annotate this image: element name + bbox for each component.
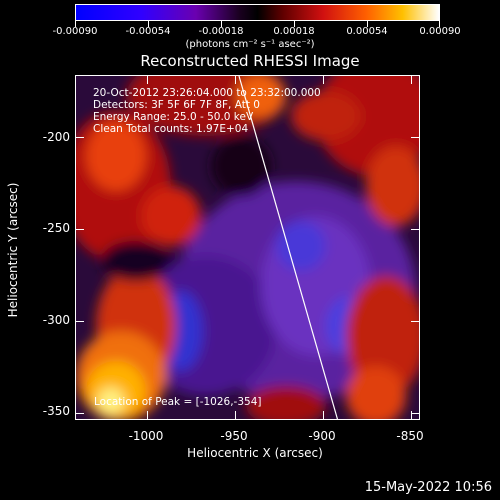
info-time: 20-Oct-2012 23:26:04.000 to 23:32:00.000 bbox=[93, 87, 321, 99]
colorbar-tick-label: -0.00090 bbox=[52, 26, 98, 37]
info-energy: Energy Range: 25.0 - 50.0 keV bbox=[93, 111, 254, 123]
y-axis-title: Heliocentric Y (arcsec) bbox=[6, 182, 20, 318]
colorbar bbox=[75, 4, 440, 21]
colorbar-ticks bbox=[75, 4, 440, 27]
colorbar-tick-label: -0.00054 bbox=[125, 26, 171, 37]
x-tick-label: -1000 bbox=[128, 429, 164, 443]
x-tick-label: -900 bbox=[308, 429, 336, 443]
x-tick-label: -950 bbox=[220, 429, 248, 443]
colorbar-tick-label: 0.00090 bbox=[419, 26, 461, 37]
x-axis-title: Heliocentric X (arcsec) bbox=[187, 446, 323, 460]
plot-title: Reconstructed RHESSI Image bbox=[140, 52, 360, 70]
info-clean: Clean Total counts: 1.97E+04 bbox=[93, 123, 249, 135]
colorbar-tick-label: 0.00018 bbox=[273, 26, 315, 37]
reconstructed-image bbox=[76, 76, 419, 419]
colorbar-tick-label: 0.00054 bbox=[346, 26, 388, 37]
timestamp: 15-May-2022 10:56 bbox=[364, 480, 492, 495]
y-tick-label: -300 bbox=[42, 313, 70, 327]
colorbar-tick-label: -0.00018 bbox=[198, 26, 244, 37]
y-tick-label: -250 bbox=[42, 221, 70, 235]
colorbar-units: (photons cm⁻² s⁻¹ asec⁻²) bbox=[185, 39, 315, 50]
info-detectors: Detectors: 3F 5F 6F 7F 8F, Att 0 bbox=[93, 99, 260, 111]
y-tick-label: -350 bbox=[42, 404, 70, 418]
image-plot: 20-Oct-2012 23:26:04.000 to 23:32:00.000… bbox=[75, 75, 420, 420]
x-tick-label: -850 bbox=[396, 429, 424, 443]
y-tick-label: -200 bbox=[42, 130, 70, 144]
peak-location: Location of Peak = [-1026,-354] bbox=[94, 396, 262, 408]
